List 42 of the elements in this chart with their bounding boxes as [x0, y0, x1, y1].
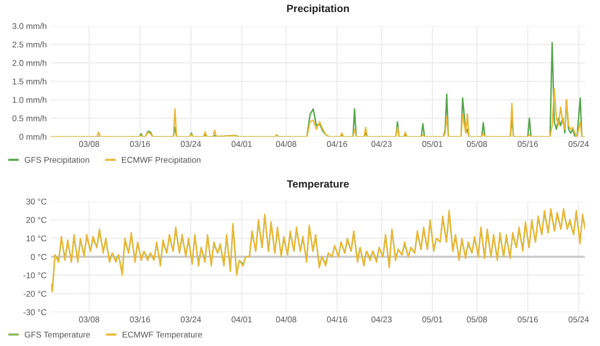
x-tick-label: 04/16	[326, 316, 348, 322]
x-tick-label: 03/24	[180, 140, 202, 147]
y-tick-label: -30 °C	[23, 309, 47, 316]
x-tick-label: 04/01	[232, 140, 252, 147]
chart-title: Precipitation	[287, 4, 349, 14]
y-tick-label: 0 mm/h	[19, 134, 46, 140]
chart-title: Temperature	[286, 180, 349, 190]
x-tick-label: 03/16	[130, 316, 150, 322]
x-tick-label: 04/08	[276, 316, 296, 322]
x-tick-label: 05/16	[518, 140, 538, 147]
x-tick-label: 05/24	[568, 316, 589, 322]
y-tick-label: -20 °C	[23, 290, 47, 297]
x-tick-label: 05/08	[466, 140, 487, 147]
x-tick-label: 03/08	[79, 140, 100, 147]
y-tick-label: 2.5 mm/h	[12, 41, 46, 48]
legend-label: ECMWF Precipitation	[122, 156, 200, 164]
x-tick-label: 04/08	[276, 140, 296, 147]
x-tick-label: 05/16	[518, 316, 538, 322]
x-tick-label: 05/08	[466, 316, 487, 322]
x-tick-label: 03/24	[180, 316, 202, 322]
y-tick-label: 0.5 mm/h	[12, 115, 46, 122]
x-tick-label: 05/01	[422, 140, 442, 147]
y-tick-label: 20 °C	[26, 217, 47, 223]
y-tick-label: 1.0 mm/h	[12, 96, 46, 103]
y-tick-label: 30 °C	[26, 198, 47, 204]
y-tick-label: -10 °C	[23, 272, 47, 278]
legend-label: GFS Temperature	[24, 332, 90, 340]
y-tick-label: 1.5 mm/h	[12, 78, 46, 84]
y-tick-label: 2.0 mm/h	[12, 60, 46, 66]
x-tick-label: 04/23	[371, 316, 392, 322]
x-tick-label: 05/24	[568, 140, 589, 147]
x-tick-label: 04/01	[232, 316, 252, 322]
legend-label: GFS Precipitation	[24, 156, 90, 164]
y-tick-label: 0 °C	[30, 254, 47, 260]
x-tick-label: 04/16	[326, 140, 348, 147]
x-tick-label: 03/08	[79, 316, 100, 322]
x-tick-label: 03/16	[130, 140, 150, 147]
x-tick-label: 05/01	[422, 316, 442, 322]
y-tick-label: 3.0 mm/h	[12, 22, 46, 30]
x-tick-label: 04/23	[371, 140, 392, 147]
y-tick-label: 10 °C	[26, 235, 47, 242]
legend-label: ECMWF Temperature	[122, 332, 202, 340]
